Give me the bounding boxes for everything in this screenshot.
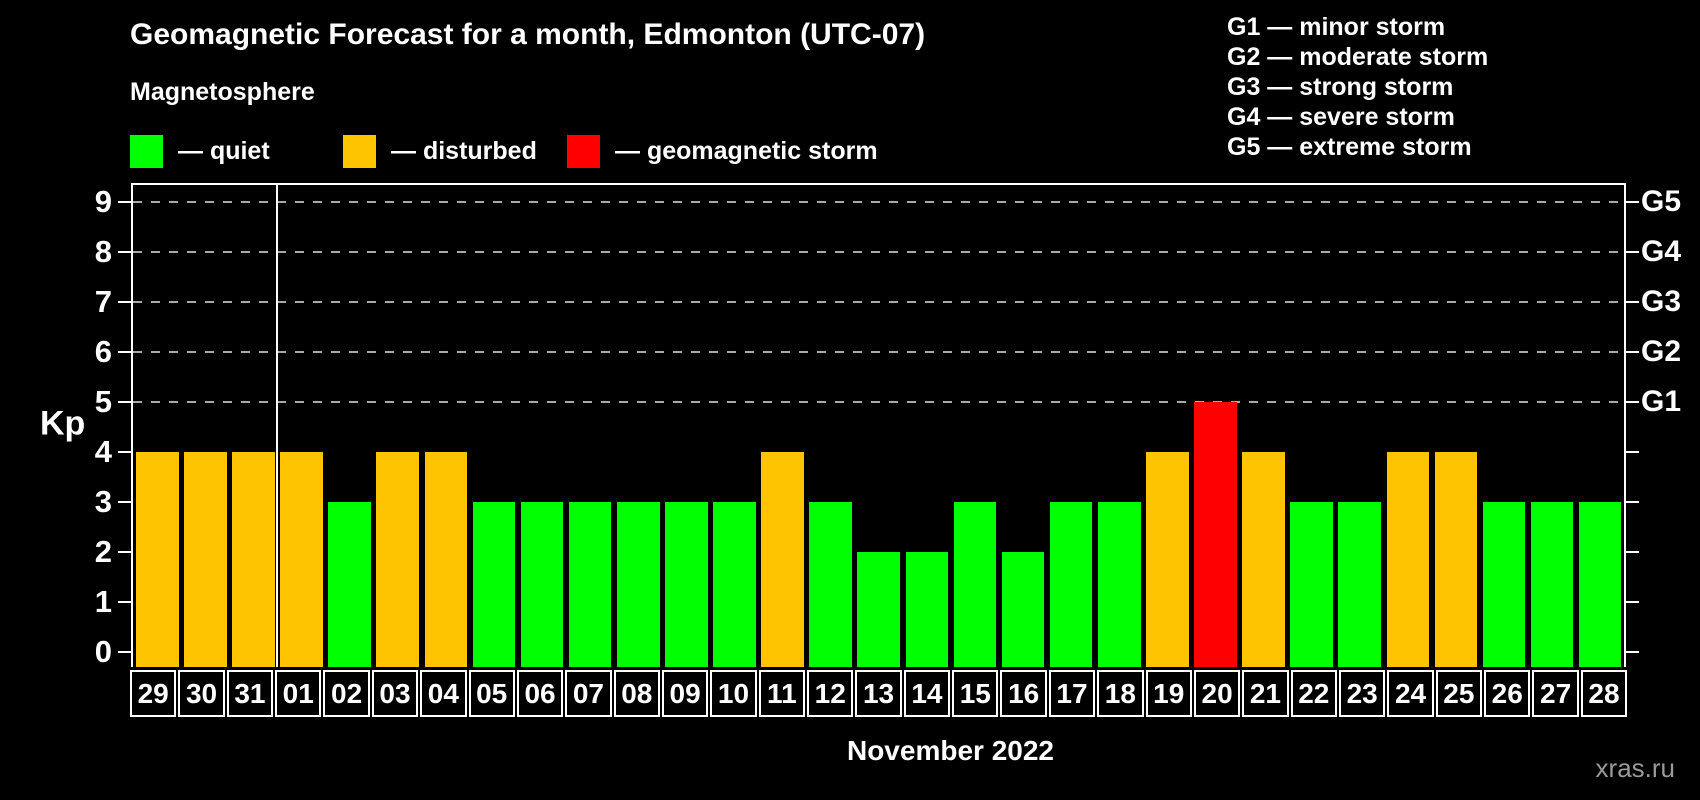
y-tick-left-8: [118, 251, 131, 253]
y-tick-right-5: [1626, 401, 1639, 403]
y-tick-label-6: 6: [94, 334, 112, 369]
day-label-07: 07: [565, 670, 612, 717]
day-label-17: 17: [1048, 670, 1096, 717]
x-axis-title: November 2022: [846, 735, 1054, 766]
y-tick-label-8: 8: [94, 234, 112, 269]
legend-label-storm: — geomagnetic storm: [615, 136, 878, 165]
y-tick-label-1: 1: [94, 584, 112, 619]
y-tick-left-0: [118, 651, 131, 653]
y-tick-right-6: [1626, 351, 1639, 353]
day-label-30: 30: [178, 670, 225, 717]
legend-label-quiet: — quiet: [178, 136, 270, 165]
y-tick-label-3: 3: [94, 484, 112, 519]
y-tick-left-4: [118, 451, 131, 453]
right-axis-label-g4: G4: [1641, 235, 1682, 268]
right-axis-label-g5: G5: [1641, 185, 1682, 218]
day-label-03: 03: [371, 670, 419, 717]
y-tick-right-0: [1626, 651, 1639, 653]
day-label-20: 20: [1193, 670, 1241, 717]
quiet-color-swatch: [130, 134, 163, 168]
day-label-24: 24: [1387, 670, 1434, 717]
day-label-26: 26: [1484, 670, 1531, 717]
y-tick-left-1: [118, 601, 131, 603]
y-tick-left-6: [118, 351, 131, 353]
y-tick-left-7: [118, 301, 131, 303]
legend-item-storm: — geomagnetic storm: [567, 134, 878, 168]
x-axis-day-strip: 29 30 31 01 02 03 04 05 06 07 08 09 10 11 12 13 14 15 16 17…: [130, 670, 1628, 717]
right-axis-label-g3: G3: [1641, 285, 1682, 318]
day-label-09: 09: [661, 670, 709, 717]
day-label-10: 10: [710, 670, 757, 717]
right-axis-label-g1: G1: [1641, 385, 1682, 418]
storm-color-swatch: [567, 134, 600, 168]
legend-item-quiet: — quiet: [130, 134, 270, 168]
page-title: Geomagnetic Forecast for a month, Edmont…: [130, 18, 926, 51]
day-label-12: 12: [807, 670, 854, 717]
y-tick-label-7: 7: [94, 284, 112, 319]
legend-label-disturbed: — disturbed: [391, 136, 537, 165]
day-label-01: 01: [275, 670, 322, 717]
day-label-29: 29: [130, 670, 177, 717]
y-tick-right-2: [1626, 551, 1639, 553]
y-tick-right-3: [1626, 501, 1639, 503]
watermark: xras.ru: [1595, 753, 1675, 783]
day-label-06: 06: [516, 670, 564, 717]
g4-legend-line: G4 — severe storm: [1227, 103, 1455, 131]
y-tick-left-2: [118, 551, 131, 553]
legend-item-disturbed: — disturbed: [343, 134, 537, 168]
day-label-11: 11: [758, 670, 806, 717]
day-label-21: 21: [1242, 670, 1289, 717]
day-label-27: 27: [1532, 670, 1579, 717]
day-label-31: 31: [226, 670, 274, 717]
y-tick-label-9: 9: [94, 184, 112, 219]
y-tick-label-0: 0: [94, 634, 112, 669]
y-tick-label-2: 2: [94, 534, 112, 569]
day-label-25: 25: [1435, 670, 1483, 717]
day-label-28: 28: [1580, 670, 1628, 717]
y-tick-right-8: [1626, 251, 1639, 253]
right-axis-label-g2: G2: [1641, 335, 1682, 368]
g3-legend-line: G3 — strong storm: [1227, 73, 1454, 101]
y-tick-right-1: [1626, 601, 1639, 603]
day-label-14: 14: [903, 670, 951, 717]
y-tick-left-9: [118, 201, 131, 203]
day-label-02: 02: [323, 670, 370, 717]
day-label-08: 08: [613, 670, 660, 717]
magnetosphere-label: Magnetosphere: [130, 78, 315, 106]
day-label-19: 19: [1145, 670, 1192, 717]
y-tick-right-9: [1626, 201, 1639, 203]
disturbed-color-swatch: [343, 134, 376, 168]
y-tick-right-4: [1626, 451, 1639, 453]
g-scale-legend: G1 — minor storm G2 — moderate storm G3 …: [1227, 12, 1488, 162]
g1-legend-line: G1 — minor storm: [1227, 13, 1446, 41]
y-tick-right-7: [1626, 301, 1639, 303]
g2-legend-line: G2 — moderate storm: [1227, 43, 1489, 71]
y-tick-left-5: [118, 401, 131, 403]
y-axis-title: Kp: [40, 404, 86, 443]
plot-area: [131, 183, 1626, 667]
day-label-23: 23: [1338, 670, 1386, 717]
day-label-15: 15: [952, 670, 999, 717]
day-label-13: 13: [855, 670, 902, 717]
day-label-04: 04: [420, 670, 467, 717]
day-label-18: 18: [1097, 670, 1144, 717]
day-label-05: 05: [468, 670, 515, 717]
g5-legend-line: G5 — extreme storm: [1227, 133, 1472, 161]
day-label-22: 22: [1290, 670, 1337, 717]
y-tick-left-3: [118, 501, 131, 503]
day-label-16: 16: [1000, 670, 1047, 717]
